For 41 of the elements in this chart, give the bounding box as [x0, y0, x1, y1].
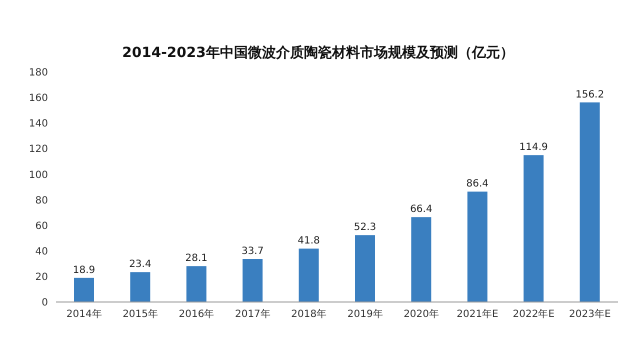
x-tick-label: 2015年: [122, 308, 158, 320]
bar: [130, 272, 150, 302]
data-label: 114.9: [519, 142, 548, 154]
bar: [74, 278, 94, 302]
y-tick-label: 60: [35, 220, 48, 232]
bar: [298, 248, 319, 302]
x-tick-label: 2017年: [234, 308, 270, 320]
data-label: 41.8: [298, 236, 320, 247]
x-tick-label: 2021年E: [456, 308, 498, 320]
x-tick-label: 2020年: [404, 308, 440, 320]
data-label: 28.1: [185, 253, 208, 264]
data-label: 33.7: [241, 246, 264, 257]
data-label: 18.9: [72, 264, 96, 276]
y-tick-label: 140: [28, 118, 48, 130]
x-tick-label: 2019年: [347, 308, 383, 320]
data-label: 66.4: [410, 204, 432, 216]
bar: [524, 155, 544, 302]
chart-title: 2014-2023年中国微波介质陶瓷材料市场规模及预测（亿元）: [121, 44, 515, 63]
y-tick-label: 120: [28, 144, 48, 156]
bar: [355, 235, 375, 302]
y-tick-label: 100: [28, 170, 48, 181]
data-label: 23.4: [129, 259, 152, 270]
bar: [411, 217, 432, 302]
data-label: 86.4: [466, 178, 489, 190]
bar: [580, 102, 600, 302]
bar: [467, 192, 488, 302]
x-tick-label: 2016年: [178, 308, 214, 320]
data-label: 156.2: [575, 89, 604, 100]
y-tick-label: 40: [35, 246, 48, 258]
data-label: 52.3: [354, 222, 376, 234]
x-tick-label: 2022年E: [512, 308, 555, 320]
y-tick-label: 80: [35, 195, 48, 206]
y-tick-label: 160: [28, 93, 48, 104]
bar: [242, 258, 263, 302]
y-tick-label: 20: [35, 272, 48, 283]
y-tick-label: 180: [28, 68, 48, 79]
y-tick-label: 0: [42, 298, 48, 309]
x-tick-label: 2014年: [66, 308, 102, 320]
x-tick-label: 2018年: [291, 308, 327, 320]
bar: [186, 266, 206, 302]
x-tick-label: 2023年E: [569, 308, 611, 320]
